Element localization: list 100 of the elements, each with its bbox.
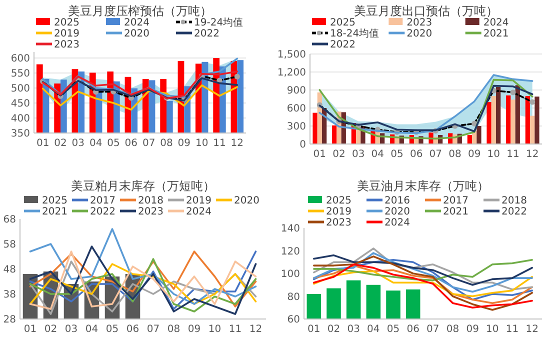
x-tick-label: 03 bbox=[64, 324, 78, 335]
chart-title: 美豆月度压榨预估（万吨） bbox=[68, 4, 212, 18]
legend-label: 2020 bbox=[234, 196, 260, 206]
x-tick-label: 03 bbox=[72, 138, 85, 149]
x-tick-label: 06 bbox=[410, 149, 423, 160]
legend-label: 2022 bbox=[194, 28, 220, 40]
legend-label: 19-24均值 bbox=[194, 16, 244, 28]
x-tick-label: 10 bbox=[208, 324, 222, 335]
y-tick-label: 350 bbox=[10, 128, 30, 140]
legend-label: 2022 bbox=[502, 206, 527, 218]
y-tick-label: 600 bbox=[286, 104, 306, 114]
legend-label: 2024 bbox=[186, 206, 212, 218]
legend-label: 2024 bbox=[124, 18, 150, 28]
x-tick-label: 10 bbox=[486, 324, 499, 335]
x-tick-label: 07 bbox=[426, 324, 440, 335]
legend-label: 2023 bbox=[406, 18, 432, 28]
x-tick-label: 08 bbox=[167, 324, 180, 335]
legend-label: 2022 bbox=[90, 206, 116, 218]
legend-label: 2023 bbox=[54, 40, 80, 50]
x-tick-label: 12 bbox=[526, 149, 539, 160]
y-tick-label: 68 bbox=[3, 214, 16, 226]
x-tick-label: 11 bbox=[506, 149, 520, 160]
legend-label: 2019 bbox=[54, 28, 80, 40]
x-tick-label: 10 bbox=[487, 149, 500, 160]
x-tick-label: 10 bbox=[195, 138, 208, 149]
x-tick-label: 12 bbox=[526, 324, 538, 335]
chart-title: 美豆油月末库存（万吨） bbox=[357, 179, 489, 193]
x-tick-label: 06 bbox=[126, 324, 140, 335]
legend-label: 2016 bbox=[384, 196, 410, 206]
x-tick-label: 07 bbox=[429, 149, 442, 160]
legend-label: 2022 bbox=[330, 40, 356, 50]
x-tick-label: 09 bbox=[178, 138, 191, 149]
legend-label: 2017 bbox=[90, 196, 116, 206]
legend-label: 18-24均值 bbox=[330, 28, 380, 40]
y-tick-label: 80 bbox=[287, 292, 300, 303]
x-tick-label: 05 bbox=[107, 138, 120, 149]
x-tick-label: 01 bbox=[313, 149, 326, 160]
y-tick-label: 400 bbox=[10, 114, 30, 124]
y-tick-label: 28 bbox=[3, 314, 16, 326]
y-tick-label: 140 bbox=[280, 224, 300, 234]
legend-label: 2024 bbox=[384, 218, 410, 228]
x-tick-label: 11 bbox=[213, 138, 226, 149]
legend-label: 2025 bbox=[54, 18, 80, 28]
x-tick-label: 02 bbox=[54, 138, 67, 149]
x-tick-label: 04 bbox=[367, 324, 380, 335]
legend-label: 2021 bbox=[42, 206, 68, 218]
legend-label: 2020 bbox=[384, 206, 410, 218]
legend-label: 2023 bbox=[138, 206, 164, 218]
chart-title: 美豆月度出口预估（万吨） bbox=[354, 4, 498, 18]
x-tick-label: 08 bbox=[160, 138, 173, 149]
x-tick-label: 03 bbox=[352, 149, 365, 160]
y-tick-label: 550 bbox=[10, 68, 30, 80]
x-tick-label: 05 bbox=[390, 149, 404, 160]
x-tick-label: 06 bbox=[124, 138, 138, 149]
legend-label: 2019 bbox=[186, 196, 212, 206]
y-tick-label: 450 bbox=[10, 98, 30, 110]
x-tick-label: 02 bbox=[44, 324, 58, 335]
legend-label: 2020 bbox=[406, 28, 432, 40]
x-tick-label: 03 bbox=[347, 324, 360, 335]
x-tick-label: 01 bbox=[24, 324, 37, 335]
legend-label: 2021 bbox=[483, 28, 509, 40]
x-tick-label: 04 bbox=[89, 138, 102, 149]
x-tick-label: 12 bbox=[230, 138, 244, 149]
legend-label: 2017 bbox=[443, 196, 468, 206]
x-tick-label: 07 bbox=[146, 324, 160, 335]
legend-label: 2025 bbox=[326, 196, 352, 206]
y-tick-label: 58 bbox=[3, 240, 16, 250]
y-tick-label: 38 bbox=[3, 290, 16, 300]
y-tick-label: 600 bbox=[10, 54, 30, 64]
x-tick-label: 01 bbox=[308, 324, 320, 335]
x-tick-label: 09 bbox=[466, 324, 479, 335]
y-tick-label: 900 bbox=[286, 86, 306, 96]
x-tick-label: 06 bbox=[406, 324, 420, 335]
y-tick-label: 300 bbox=[286, 122, 306, 132]
x-tick-label: 04 bbox=[85, 324, 98, 335]
legend-label: 2018 bbox=[138, 196, 164, 206]
legend-label: 2023 bbox=[326, 218, 352, 228]
y-tick-label: 1,200 bbox=[277, 68, 306, 78]
x-tick-label: 02 bbox=[332, 149, 346, 160]
y-tick-label: 60 bbox=[287, 314, 300, 326]
legend-label: 2018 bbox=[502, 196, 527, 206]
x-tick-label: 01 bbox=[36, 138, 50, 149]
x-tick-label: 04 bbox=[371, 149, 384, 160]
x-tick-label: 11 bbox=[506, 324, 519, 335]
y-tick-label: 0 bbox=[300, 140, 306, 150]
y-tick-label: 500 bbox=[10, 84, 30, 94]
y-tick-label: 48 bbox=[3, 264, 16, 276]
y-tick-label: 1,500 bbox=[277, 50, 306, 60]
x-tick-label: 12 bbox=[249, 324, 262, 335]
y-tick-label: 120 bbox=[280, 246, 300, 258]
x-tick-label: 08 bbox=[448, 149, 462, 160]
x-tick-label: 09 bbox=[468, 149, 481, 160]
x-tick-label: 09 bbox=[188, 324, 201, 335]
y-tick-label: 100 bbox=[280, 269, 300, 280]
legend-label: 2019 bbox=[326, 206, 352, 218]
legend-label: 2020 bbox=[124, 28, 150, 40]
x-tick-label: 05 bbox=[386, 324, 400, 335]
legend-label: 2025 bbox=[42, 196, 68, 206]
legend-label: 2021 bbox=[443, 206, 468, 218]
legend-label: 2025 bbox=[330, 18, 356, 28]
